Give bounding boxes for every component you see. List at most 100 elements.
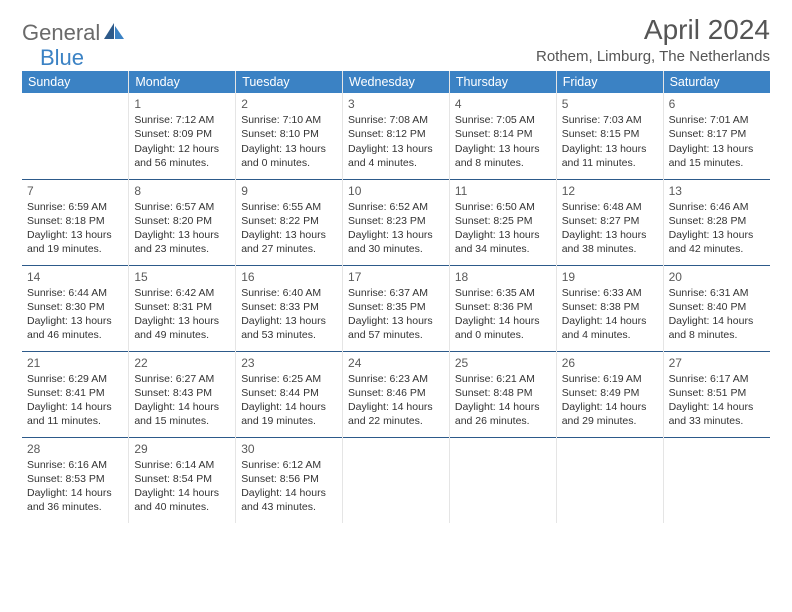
day-number: 3 xyxy=(348,96,444,112)
weekday-header: Saturday xyxy=(663,71,770,93)
daylight-text: Daylight: 12 hours xyxy=(134,142,230,156)
sunset-text: Sunset: 8:15 PM xyxy=(562,127,658,141)
calendar-page: General April 2024 Rothem, Limburg, The … xyxy=(0,0,792,523)
daylight-text: and 56 minutes. xyxy=(134,156,230,170)
sunset-text: Sunset: 8:10 PM xyxy=(241,127,337,141)
sunrise-text: Sunrise: 6:42 AM xyxy=(134,286,230,300)
daylight-text: and 30 minutes. xyxy=(348,242,444,256)
sunrise-text: Sunrise: 6:31 AM xyxy=(669,286,765,300)
sunset-text: Sunset: 8:49 PM xyxy=(562,386,658,400)
daylight-text: and 19 minutes. xyxy=(241,414,337,428)
daylight-text: and 57 minutes. xyxy=(348,328,444,342)
day-number: 20 xyxy=(669,269,765,285)
day-number: 25 xyxy=(455,355,551,371)
calendar-day-cell: 15Sunrise: 6:42 AMSunset: 8:31 PMDayligh… xyxy=(129,265,236,351)
sunrise-text: Sunrise: 6:50 AM xyxy=(455,200,551,214)
day-number: 18 xyxy=(455,269,551,285)
daylight-text: and 53 minutes. xyxy=(241,328,337,342)
sunrise-text: Sunrise: 7:03 AM xyxy=(562,113,658,127)
daylight-text: Daylight: 13 hours xyxy=(241,314,337,328)
daylight-text: and 0 minutes. xyxy=(241,156,337,170)
daylight-text: and 34 minutes. xyxy=(455,242,551,256)
calendar-week-row: 28Sunrise: 6:16 AMSunset: 8:53 PMDayligh… xyxy=(22,437,770,523)
sunset-text: Sunset: 8:46 PM xyxy=(348,386,444,400)
day-number: 8 xyxy=(134,183,230,199)
location-subtitle: Rothem, Limburg, The Netherlands xyxy=(536,48,770,65)
logo-sail-icon xyxy=(104,23,126,46)
daylight-text: Daylight: 14 hours xyxy=(669,400,765,414)
daylight-text: Daylight: 13 hours xyxy=(348,142,444,156)
daylight-text: and 8 minutes. xyxy=(669,328,765,342)
calendar-day-cell: 12Sunrise: 6:48 AMSunset: 8:27 PMDayligh… xyxy=(556,179,663,265)
calendar-day-cell: 19Sunrise: 6:33 AMSunset: 8:38 PMDayligh… xyxy=(556,265,663,351)
day-number: 10 xyxy=(348,183,444,199)
calendar-day-cell: 10Sunrise: 6:52 AMSunset: 8:23 PMDayligh… xyxy=(343,179,450,265)
calendar-day-cell: 11Sunrise: 6:50 AMSunset: 8:25 PMDayligh… xyxy=(449,179,556,265)
calendar-day-cell: 14Sunrise: 6:44 AMSunset: 8:30 PMDayligh… xyxy=(22,265,129,351)
calendar-day-cell: 9Sunrise: 6:55 AMSunset: 8:22 PMDaylight… xyxy=(236,179,343,265)
daylight-text: Daylight: 14 hours xyxy=(455,314,551,328)
daylight-text: Daylight: 14 hours xyxy=(455,400,551,414)
calendar-day-cell: 16Sunrise: 6:40 AMSunset: 8:33 PMDayligh… xyxy=(236,265,343,351)
sunset-text: Sunset: 8:20 PM xyxy=(134,214,230,228)
calendar-day-cell: 18Sunrise: 6:35 AMSunset: 8:36 PMDayligh… xyxy=(449,265,556,351)
daylight-text: and 4 minutes. xyxy=(562,328,658,342)
daylight-text: Daylight: 13 hours xyxy=(562,228,658,242)
sunset-text: Sunset: 8:43 PM xyxy=(134,386,230,400)
daylight-text: Daylight: 13 hours xyxy=(27,228,123,242)
calendar-day-cell: 5Sunrise: 7:03 AMSunset: 8:15 PMDaylight… xyxy=(556,93,663,179)
sunset-text: Sunset: 8:38 PM xyxy=(562,300,658,314)
sunrise-text: Sunrise: 6:17 AM xyxy=(669,372,765,386)
day-number: 5 xyxy=(562,96,658,112)
sunrise-text: Sunrise: 6:25 AM xyxy=(241,372,337,386)
sunrise-text: Sunrise: 7:12 AM xyxy=(134,113,230,127)
calendar-empty-cell xyxy=(449,437,556,523)
calendar-day-cell: 26Sunrise: 6:19 AMSunset: 8:49 PMDayligh… xyxy=(556,351,663,437)
day-number: 1 xyxy=(134,96,230,112)
calendar-empty-cell xyxy=(663,437,770,523)
daylight-text: and 8 minutes. xyxy=(455,156,551,170)
title-block: April 2024 Rothem, Limburg, The Netherla… xyxy=(536,14,770,65)
day-number: 7 xyxy=(27,183,123,199)
sunset-text: Sunset: 8:25 PM xyxy=(455,214,551,228)
daylight-text: Daylight: 14 hours xyxy=(134,400,230,414)
sunset-text: Sunset: 8:56 PM xyxy=(241,472,337,486)
sunrise-text: Sunrise: 6:33 AM xyxy=(562,286,658,300)
daylight-text: Daylight: 13 hours xyxy=(562,142,658,156)
sunrise-text: Sunrise: 7:01 AM xyxy=(669,113,765,127)
daylight-text: Daylight: 13 hours xyxy=(27,314,123,328)
daylight-text: and 33 minutes. xyxy=(669,414,765,428)
daylight-text: Daylight: 13 hours xyxy=(134,314,230,328)
calendar-day-cell: 7Sunrise: 6:59 AMSunset: 8:18 PMDaylight… xyxy=(22,179,129,265)
calendar-day-cell: 28Sunrise: 6:16 AMSunset: 8:53 PMDayligh… xyxy=(22,437,129,523)
daylight-text: and 46 minutes. xyxy=(27,328,123,342)
day-number: 9 xyxy=(241,183,337,199)
calendar-week-row: 21Sunrise: 6:29 AMSunset: 8:41 PMDayligh… xyxy=(22,351,770,437)
sunrise-text: Sunrise: 6:46 AM xyxy=(669,200,765,214)
daylight-text: and 38 minutes. xyxy=(562,242,658,256)
day-number: 24 xyxy=(348,355,444,371)
sunset-text: Sunset: 8:31 PM xyxy=(134,300,230,314)
calendar-day-cell: 8Sunrise: 6:57 AMSunset: 8:20 PMDaylight… xyxy=(129,179,236,265)
daylight-text: and 23 minutes. xyxy=(134,242,230,256)
sunrise-text: Sunrise: 6:35 AM xyxy=(455,286,551,300)
sunset-text: Sunset: 8:41 PM xyxy=(27,386,123,400)
sunrise-text: Sunrise: 6:19 AM xyxy=(562,372,658,386)
sunset-text: Sunset: 8:35 PM xyxy=(348,300,444,314)
sunset-text: Sunset: 8:14 PM xyxy=(455,127,551,141)
daylight-text: Daylight: 13 hours xyxy=(241,142,337,156)
logo-text-general: General xyxy=(22,20,100,46)
sunrise-text: Sunrise: 6:14 AM xyxy=(134,458,230,472)
sunrise-text: Sunrise: 6:12 AM xyxy=(241,458,337,472)
sunrise-text: Sunrise: 6:27 AM xyxy=(134,372,230,386)
daylight-text: and 40 minutes. xyxy=(134,500,230,514)
sunset-text: Sunset: 8:27 PM xyxy=(562,214,658,228)
sunrise-text: Sunrise: 7:08 AM xyxy=(348,113,444,127)
daylight-text: and 27 minutes. xyxy=(241,242,337,256)
daylight-text: and 11 minutes. xyxy=(27,414,123,428)
daylight-text: Daylight: 13 hours xyxy=(669,142,765,156)
weekday-header: Sunday xyxy=(22,71,129,93)
day-number: 16 xyxy=(241,269,337,285)
daylight-text: and 0 minutes. xyxy=(455,328,551,342)
sunrise-text: Sunrise: 6:52 AM xyxy=(348,200,444,214)
